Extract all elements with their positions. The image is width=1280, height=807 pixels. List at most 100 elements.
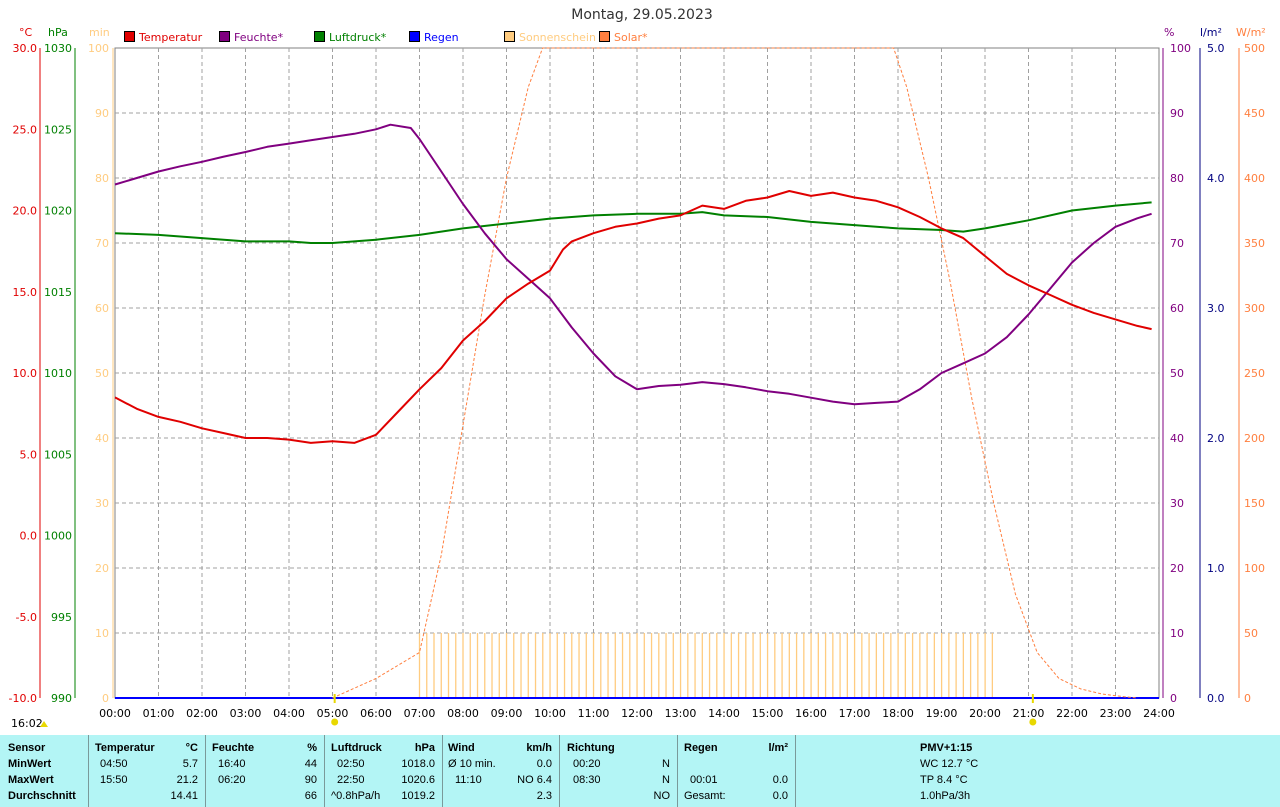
max-press-time: 22:50 [337,774,365,786]
chart-title: Montag, 29.05.2023 [571,7,713,23]
legend-label: Regen [424,31,459,44]
tick-label-sunshine: 50 [95,367,109,380]
series-line-feuchte [114,123,1152,406]
min-press-time: 02:50 [337,758,365,770]
min-temp-time: 04:50 [100,758,128,770]
tick-label-solar: 250 [1244,367,1265,380]
sunshine-bars [418,633,994,698]
tick-label-time: 11:00 [578,707,610,720]
header-feuchte-unit: % [307,742,317,754]
tick-label-time: 21:00 [1013,707,1045,720]
tick-label-solar: 100 [1244,562,1265,575]
tick-label-temp: 25.0 [13,123,38,136]
tick-label-time: 22:00 [1056,707,1088,720]
avg-press-value: 1019.2 [401,790,435,802]
avg-dir-value: NO [653,790,671,802]
max-hum-time: 06:20 [218,774,246,786]
max-temp-value: 21.2 [176,774,198,786]
max-wind-time: 11:10 [455,774,482,786]
series-line-solar [332,47,1138,699]
tick-label-temp: 20.0 [13,205,38,218]
tick-label-sunshine: 40 [95,432,109,445]
tick-label-temp: 15.0 [13,286,38,299]
tick-label-temp: -5.0 [16,611,37,624]
max-rain-time: 00:01 [690,774,718,786]
max-press-value: 1020.6 [401,774,435,786]
header-richtung: Richtung [567,742,615,754]
tick-label-pressure: 995 [51,611,72,624]
tick-label-time: 04:00 [273,707,305,720]
legend-item-regen[interactable]: Regen [409,31,459,45]
legend-swatch [314,31,325,42]
tick-label-solar: 50 [1244,627,1258,640]
legend-item-feuchte[interactable]: Feuchte* [219,31,283,45]
legend-swatch [219,31,230,42]
tick-label-pressure: 1000 [44,530,72,543]
min-dir-time: 00:20 [573,758,601,770]
legend-item-sonnenschein[interactable]: Sonnenschein [504,31,596,45]
tick-label-pressure: 1025 [44,123,72,136]
tick-label-sunshine: 20 [95,562,109,575]
min-press-value: 1018.0 [401,758,435,770]
tick-label-time: 00:00 [99,707,131,720]
sun-event-icon [331,718,339,726]
tick-label-time: 17:00 [839,707,871,720]
max-wind-value: NO 6.4 [517,774,552,786]
legend-label: Feuchte* [234,31,284,44]
tick-label-rain: 0.0 [1207,692,1225,705]
tick-label-time: 15:00 [752,707,784,720]
unit-temp: °C [19,26,33,39]
min-hum-value: 44 [304,758,317,770]
tick-label-rain: 3.0 [1207,302,1225,315]
tick-label-time: 16:00 [795,707,827,720]
tick-label-time: 08:00 [447,707,479,720]
tick-label-humidity: 20 [1170,562,1184,575]
tick-label-solar: 300 [1244,302,1265,315]
tick-label-time: 01:00 [143,707,175,720]
tick-label-time: 05:00 [317,707,349,720]
stats-panel: Sensor Temperatur °C Feuchte % Luftdruck… [0,735,1280,807]
chart-axes: 30.025.020.015.010.05.00.0-5.0-10.010301… [9,42,1265,720]
column-divider [559,735,560,807]
tick-label-time: 13:00 [665,707,697,720]
tick-label-humidity: 100 [1170,42,1191,55]
current-time-label: 16:02 [11,717,43,730]
header-wind: Wind [448,742,475,754]
unit-rain: l/m² [1200,26,1222,39]
tick-label-humidity: 30 [1170,497,1184,510]
tick-label-humidity: 60 [1170,302,1184,315]
legend-item-temperatur[interactable]: Temperatur [124,31,202,45]
unit-pressure: hPa [48,26,68,39]
max-dir-time: 08:30 [573,774,601,786]
legend-item-luftdruck[interactable]: Luftdruck* [314,31,386,45]
max-hum-value: 90 [304,774,317,786]
tick-label-time: 24:00 [1143,707,1175,720]
series-line-luftdruck [114,201,1152,244]
min-pmv: WC 12.7 °C [920,758,979,770]
unit-sunshine: min [89,26,110,39]
chart-series [114,47,1159,699]
current-time-marker-icon [40,721,48,727]
tick-label-sunshine: 100 [88,42,109,55]
tick-label-solar: 150 [1244,497,1265,510]
tick-label-temp: 5.0 [20,448,38,461]
tick-label-sunshine: 70 [95,237,109,250]
legend-item-solar[interactable]: Solar* [599,31,648,45]
tick-label-pressure: 1010 [44,367,72,380]
tick-label-solar: 0 [1244,692,1251,705]
legend-label: Temperatur [139,31,203,44]
legend-swatch [409,31,420,42]
avg-pmv: 1.0hPa/3h [920,790,971,802]
tick-label-sunshine: 10 [95,627,109,640]
column-divider [88,735,89,807]
tick-label-pressure: 1015 [44,286,72,299]
header-pmv: PMV+1:15 [920,742,973,754]
max-dir-value: N [662,774,670,786]
tick-label-time: 07:00 [404,707,436,720]
tick-label-pressure: 990 [51,692,72,705]
max-pmv: TP 8.4 °C [920,774,968,786]
avg-rain-label: Gesamt: [684,790,726,802]
unit-humidity: % [1164,26,1175,39]
tick-label-pressure: 1020 [44,205,72,218]
tick-label-time: 10:00 [534,707,566,720]
